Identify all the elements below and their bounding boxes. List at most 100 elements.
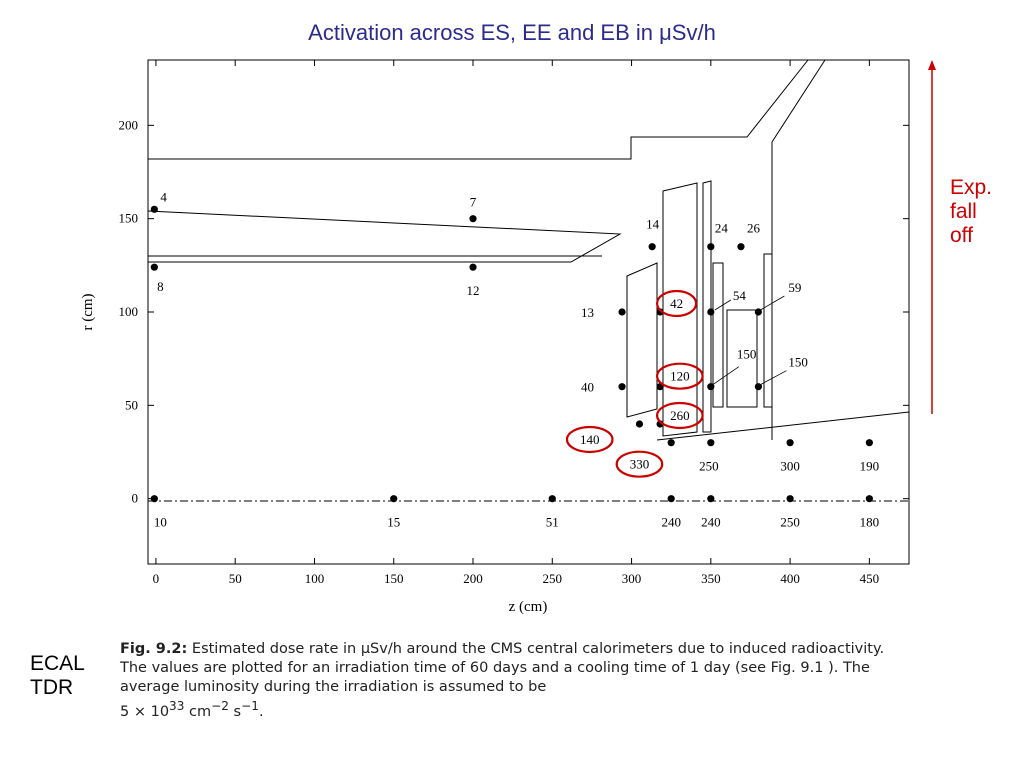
- data-point: [150, 205, 158, 213]
- x-tick-label: 250: [543, 571, 563, 586]
- data-point: [618, 383, 626, 391]
- x-tick-label: 0: [153, 571, 160, 586]
- point-label: 260: [670, 408, 690, 423]
- point-label: 300: [780, 459, 800, 474]
- point-label: 150: [788, 355, 808, 370]
- figure-caption: Fig. 9.2: Estimated dose rate in μSv/h a…: [120, 640, 900, 722]
- point-label: 150: [737, 347, 757, 362]
- x-tick-label: 450: [860, 571, 880, 586]
- outer-boundary: [148, 59, 809, 160]
- data-point: [786, 495, 794, 503]
- point-label: 8: [157, 279, 164, 294]
- x-tick-label: 50: [229, 571, 242, 586]
- axes: 0 50 100 150 200 250 300 350 400 450 0 50 100 150 200: [119, 60, 909, 586]
- data-points: 4 8 7 12 14 24 26 13 42 54 59 40 120 150 150 140 260 330 2…: [150, 189, 880, 530]
- outer-boundary-inner: [771, 59, 826, 143]
- fall-off-line-1: Exp.: [950, 176, 993, 199]
- endcap-block-2: [702, 180, 712, 433]
- doc-label-line-1: ECAL: [30, 652, 85, 675]
- y-tick-label: 100: [119, 304, 139, 319]
- point-label: 13: [581, 305, 594, 320]
- point-label: 250: [780, 515, 800, 530]
- beam-cone-line: [656, 411, 910, 441]
- point-label: 120: [670, 369, 690, 384]
- point-label: 180: [860, 515, 880, 530]
- doc-label: ECAL TDR: [30, 652, 85, 700]
- endcap-block-3: [712, 262, 724, 408]
- point-label: 42: [670, 296, 683, 311]
- data-point: [865, 495, 873, 503]
- data-point: [737, 243, 745, 251]
- data-point: [648, 243, 656, 251]
- point-label: 190: [860, 459, 880, 474]
- x-tick-label: 400: [780, 571, 800, 586]
- point-label: 51: [546, 515, 559, 530]
- data-point: [865, 439, 873, 447]
- point-label: 140: [580, 432, 600, 447]
- point-label: 15: [387, 515, 400, 530]
- x-tick-label: 350: [701, 571, 721, 586]
- data-point: [469, 215, 477, 223]
- data-point: [150, 495, 158, 503]
- barrel-upper-section: [147, 210, 622, 263]
- point-label: 4: [160, 189, 167, 204]
- point-label: 7: [470, 195, 477, 210]
- leader-line: [712, 366, 740, 385]
- point-label: 12: [467, 283, 480, 298]
- x-tick-label: 300: [622, 571, 642, 586]
- data-point: [469, 263, 477, 271]
- highlight-circle: [655, 401, 704, 430]
- point-label: 26: [747, 221, 761, 236]
- highlight-circle: [655, 289, 698, 318]
- leader-line: [760, 370, 787, 386]
- point-label: 330: [630, 457, 650, 472]
- highlight-circle: [655, 362, 704, 390]
- data-point: [707, 308, 715, 316]
- doc-label-line-2: TDR: [30, 676, 74, 699]
- data-point: [635, 420, 644, 428]
- fall-off-line-3: off: [950, 224, 973, 247]
- fall-off-annotation: Exp. fall off: [950, 176, 992, 248]
- data-point: [707, 243, 715, 251]
- point-label: 240: [661, 515, 681, 530]
- x-tick-label: 200: [463, 571, 483, 586]
- point-label: 24: [715, 221, 729, 236]
- point-label: 40: [581, 380, 594, 395]
- data-point: [390, 495, 398, 503]
- highlight-circle: [615, 450, 664, 478]
- y-axis-label: r (cm): [80, 293, 96, 330]
- fall-off-line-2: fall: [950, 200, 977, 223]
- highlight-circle: [565, 425, 614, 454]
- data-point: [786, 439, 794, 447]
- y-tick-label: 50: [125, 397, 138, 412]
- data-point: [656, 308, 664, 316]
- data-point: [707, 439, 715, 447]
- caption-text: Estimated dose rate in μSv/h around the …: [120, 641, 885, 695]
- data-point: [667, 495, 675, 503]
- y-tick-label: 150: [119, 211, 139, 226]
- endcap-block-1: [662, 182, 698, 437]
- y-tick-label: 0: [132, 491, 139, 506]
- data-point: [754, 308, 762, 316]
- caption-formula: 5 × 1033 cm−2 s−1.: [120, 699, 264, 720]
- data-point: [707, 495, 715, 503]
- y-tick-label: 200: [119, 117, 139, 132]
- caption-label: Fig. 9.2:: [120, 641, 188, 657]
- preshower-block: [626, 262, 658, 418]
- data-point: [618, 308, 626, 316]
- data-point: [150, 263, 158, 271]
- leader-line: [714, 299, 732, 311]
- x-tick-label: 150: [384, 571, 404, 586]
- fall-off-arrow: [928, 60, 936, 414]
- endcap-block-5: [763, 253, 773, 408]
- data-point: [707, 383, 715, 391]
- point-label: 14: [646, 217, 660, 232]
- data-point: [754, 383, 762, 391]
- plot-frame: [147, 59, 910, 565]
- leader-line: [760, 295, 785, 311]
- x-axis-label: z (cm): [509, 599, 548, 615]
- slide-title: Activation across ES, EE and EB in μSv/h: [308, 20, 716, 45]
- point-label: 250: [699, 459, 719, 474]
- data-point: [667, 439, 675, 447]
- dose-rate-chart: 0 50 100 150 200 250 300 350 400 450050100150200 …: [80, 59, 936, 615]
